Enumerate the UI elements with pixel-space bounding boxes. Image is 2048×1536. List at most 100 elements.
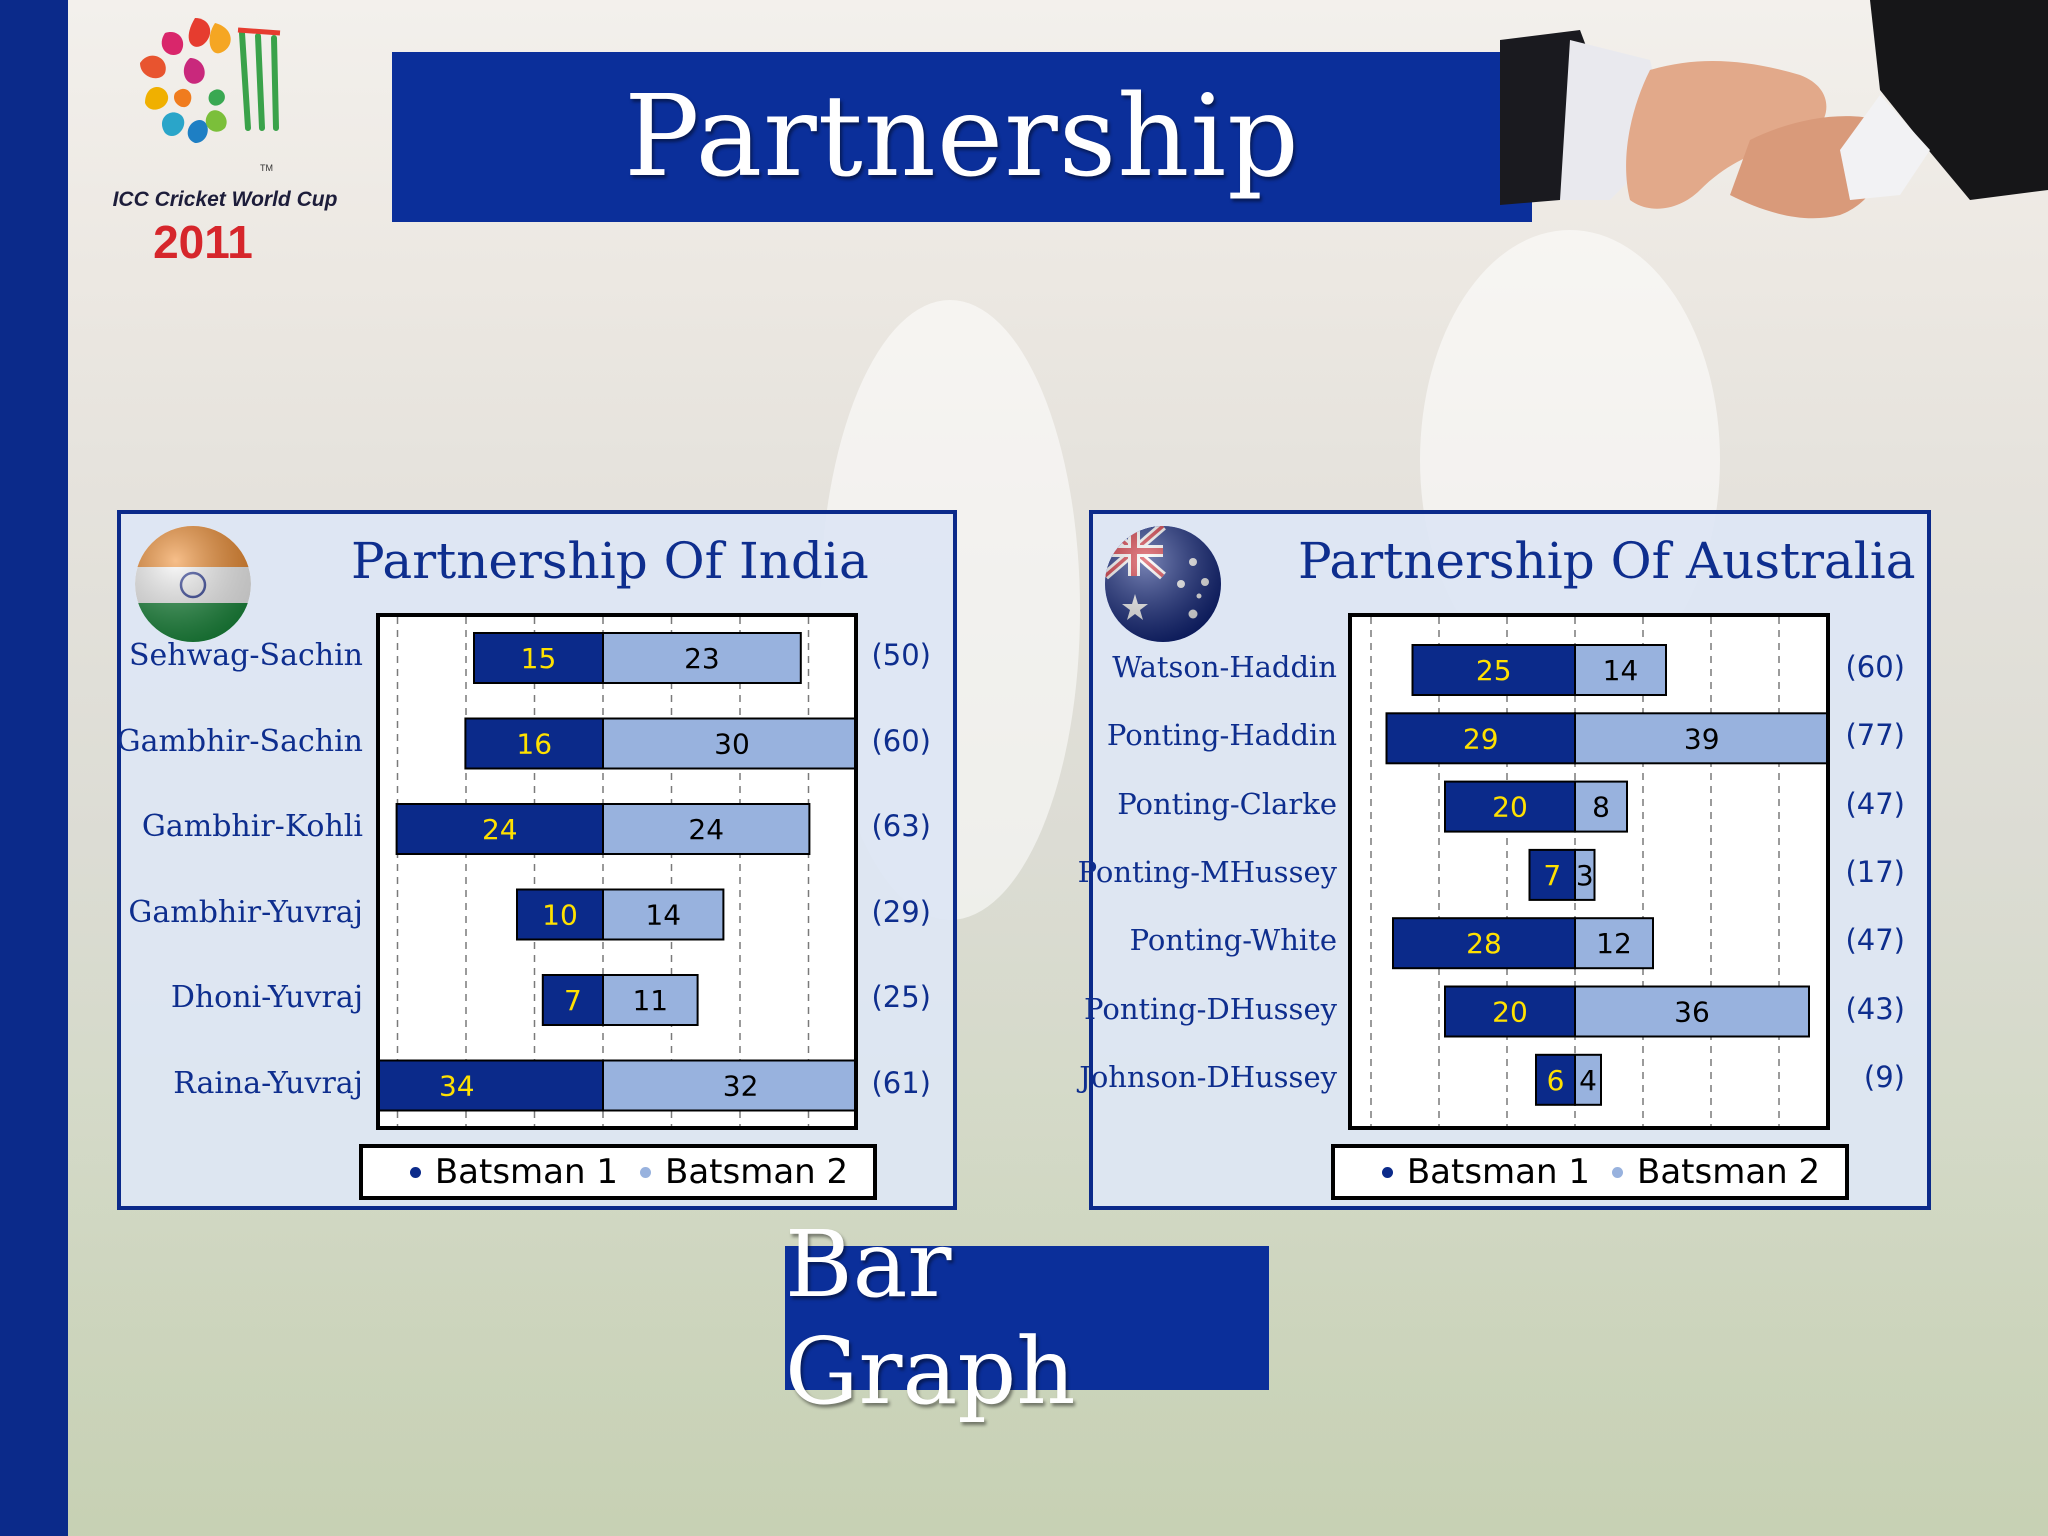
data-label-batsman2: 14 [645,899,681,932]
bar-batsman2 [1574,1053,1602,1106]
data-label-batsman2: 3 [1576,859,1594,892]
bar-batsman2 [602,632,802,684]
bar-batsman2 [602,1059,854,1112]
data-label-batsman2: 4 [1579,1064,1597,1097]
legend-dot-batsman1 [1381,1166,1393,1178]
bar-batsman1 [1444,985,1576,1038]
legend-label-batsman1: Batsman 1 [1406,1152,1590,1192]
data-label-batsman1: 15 [521,642,557,675]
partnership-total-label: (9) [1863,1059,1905,1094]
category-label: Gambhir-Yuvraj [128,894,363,930]
data-label-batsman1: 25 [1476,654,1512,687]
data-label-batsman1: 10 [542,899,578,932]
bar-batsman1 [1385,712,1576,765]
data-label-batsman1: 34 [439,1070,475,1103]
plot-area: 15 23 16 30 24 24 10 14 7 11 34 32 [376,613,858,1130]
partnership-total-label: (63) [871,809,931,843]
bar-batsman2 [1574,644,1667,696]
data-label-batsman1: 7 [564,984,582,1017]
bar-batsman2 [1574,712,1826,765]
category-label: Ponting-MHussey [1077,854,1337,889]
category-label: Dhoni-Yuvraj [170,980,363,1015]
data-label-batsman1: 24 [482,813,518,846]
slide-title: Partnership [624,72,1300,202]
partnership-total-label: (43) [1845,991,1905,1026]
legend-dot-batsman1 [409,1166,421,1178]
logo-tm: TM [260,163,273,173]
bar-batsman1 [464,717,605,770]
logo-line1: ICC Cricket World Cup [113,188,338,211]
bar-graph-label: Bar Graph [785,1211,1076,1425]
data-label-batsman2: 8 [1592,791,1610,824]
category-label: Johnson-DHussey [1079,1059,1337,1094]
bar-batsman1 [541,974,605,1026]
partnership-total-label: (60) [1845,650,1905,684]
chart-legend: Batsman 1 Batsman 2 [359,1144,877,1200]
bar-batsman1 [1411,644,1576,696]
data-label-batsman1: 6 [1547,1064,1565,1097]
category-label: Ponting-DHussey [1084,991,1337,1026]
category-label: Watson-Haddin [1112,650,1337,684]
icc-world-cup-logo: TM ICC Cricket World Cup 2011 [110,8,340,268]
data-label-batsman1: 29 [1463,722,1499,755]
logo-line2: 2011 [153,216,253,268]
data-label-batsman2: 39 [1684,722,1720,755]
legend-label-batsman1: Batsman 1 [434,1152,618,1192]
australia-flag-icon [1105,526,1221,642]
category-label: Gambhir-Sachin [116,723,363,759]
partnership-total-label: (61) [871,1065,931,1100]
partnership-total-label: (60) [871,723,931,758]
data-label-batsman2: 30 [714,728,750,761]
data-label-batsman1: 16 [516,728,552,761]
india-chart-panel: Partnership Of India 15 23 16 30 24 24 10 14 7 11… [117,510,957,1210]
data-label-batsman2: 32 [723,1070,759,1103]
bar-batsman2 [1574,917,1654,970]
data-label-batsman1: 7 [1543,859,1561,892]
data-label-batsman2: 36 [1674,996,1710,1029]
bar-batsman1 [395,803,604,855]
category-label: Sehwag-Sachin [128,638,363,673]
data-label-batsman1: 20 [1492,791,1528,824]
partnership-total-label: (47) [1845,786,1905,821]
slide-title-box: Partnership [392,52,1532,222]
bar-batsman1 [1535,1053,1576,1106]
bar-batsman1 [516,888,604,941]
category-label: Raina-Yuvraj [173,1065,363,1101]
category-label: Ponting-White [1129,923,1337,958]
handshake-image [1500,0,2048,310]
australia-chart-panel: Partnership Of Australia 25 14 29 39 20 8 7 3 28… [1078,510,1931,1210]
data-label-batsman1: 28 [1466,927,1502,960]
partnership-total-label: (17) [1845,854,1905,889]
left-accent-bar [0,0,68,1536]
bar-batsman2 [602,717,854,770]
bar-batsman2 [1574,780,1628,833]
bar-batsman1 [1444,780,1576,833]
partnership-total-label: (47) [1845,923,1905,958]
data-label-batsman2: 23 [684,642,720,675]
legend-dot-batsman2 [1612,1166,1623,1178]
data-label-batsman2: 14 [1603,654,1639,687]
bar-graph-label-box: Bar Graph [785,1211,1269,1425]
category-label: Gambhir-Kohli [141,809,363,844]
legend-label-batsman2: Batsman 2 [1637,1152,1821,1192]
legend-dot-batsman2 [640,1166,651,1178]
category-label: Ponting-Clarke [1117,786,1337,821]
bar-batsman2 [602,888,725,941]
partnership-total-label: (77) [1845,718,1905,753]
data-label-batsman2: 24 [688,813,724,846]
bar-batsman2 [1574,985,1810,1038]
data-label-batsman2: 12 [1596,927,1632,960]
plot-area: 25 14 29 39 20 8 7 3 28 12 20 36 6 4 [1348,613,1830,1130]
legend-label-batsman2: Batsman 2 [665,1152,849,1192]
partnership-total-label: (25) [871,980,931,1014]
bar-batsman1 [380,1059,604,1112]
bar-batsman2 [602,803,811,855]
chart-legend: Batsman 1 Batsman 2 [1331,1144,1849,1200]
data-label-batsman2: 11 [632,984,668,1017]
chart-title: Partnership Of India [351,532,869,590]
bar-batsman1 [1392,917,1576,970]
bar-batsman1 [1528,848,1576,901]
chart-title: Partnership Of Australia [1298,532,1916,590]
india-flag-icon [135,526,251,642]
partnership-total-label: (29) [871,894,931,929]
